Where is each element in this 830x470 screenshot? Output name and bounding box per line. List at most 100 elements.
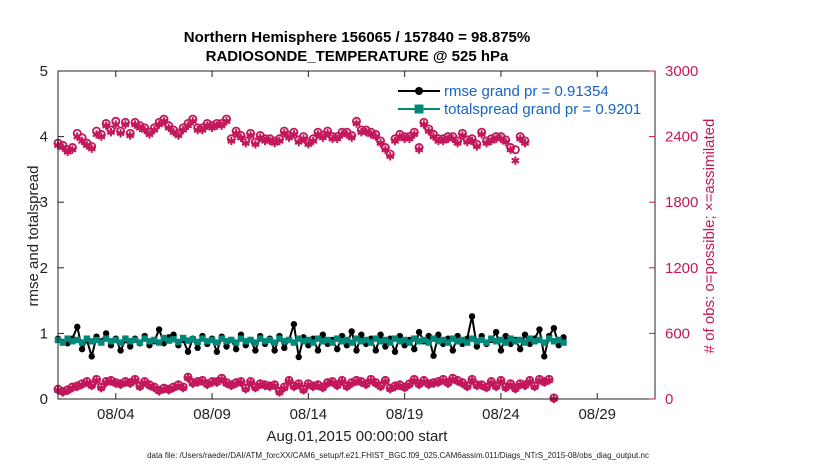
asterisk-stroke [439, 138, 448, 144]
asterisk-stroke [121, 121, 130, 128]
spread-point [131, 336, 139, 344]
rmse-point [396, 332, 404, 340]
asterisk-stroke [544, 377, 554, 384]
asterisk-stroke [294, 139, 303, 146]
assimilated-obs-point [294, 380, 303, 389]
asterisk-stroke [183, 375, 193, 382]
spread-point [208, 336, 216, 344]
asterisk-stroke [414, 381, 424, 388]
asterisk-stroke [381, 146, 390, 153]
asterisk-stroke [251, 141, 260, 148]
assimilated-obs-point [381, 377, 390, 386]
asterisk-stroke [376, 384, 385, 390]
assimilated-obs-point [140, 125, 149, 135]
spread-point [74, 336, 81, 344]
spread-point [507, 335, 514, 342]
assimilated-obs-point [299, 386, 308, 395]
asterisk-stroke [540, 379, 549, 386]
asterisk-stroke [212, 379, 222, 386]
spread-point [314, 335, 322, 342]
asterisk-stroke [496, 378, 506, 385]
rmse-point [497, 347, 505, 354]
assimilated-obs-point [410, 376, 419, 385]
asterisk-stroke [434, 379, 443, 386]
rmse-point [348, 328, 355, 335]
assimilated-obs-point [299, 134, 308, 143]
rmse-point [281, 344, 288, 352]
spread-point [107, 338, 115, 345]
rmse-point [334, 345, 341, 353]
assimilated-obs-point [174, 131, 183, 140]
y-axis-right-label: # of obs: o=possible; ×=assimilated [701, 119, 718, 354]
spread-point [531, 338, 538, 345]
spread-point [425, 339, 432, 346]
assimilated-obs-point [482, 383, 491, 393]
assimilated-obs-point [145, 130, 154, 139]
rmse-point [343, 342, 351, 349]
assimilated-obs-point [376, 382, 385, 392]
spread-point [189, 336, 197, 343]
spread-point [223, 338, 230, 345]
series-assimilated-low [53, 374, 559, 404]
rmse-point [425, 332, 432, 340]
assimilated-obs-point [520, 138, 530, 148]
assimilated-obs-point [361, 380, 371, 389]
spread-point [343, 336, 351, 344]
assimilated-obs-point [217, 121, 226, 130]
spread-point [545, 335, 553, 342]
asterisk-stroke [390, 138, 400, 144]
rmse-point [526, 340, 534, 348]
asterisk-stroke [472, 143, 482, 150]
assimilated-obs-point [419, 120, 429, 129]
asterisk-stroke [289, 384, 299, 390]
asterisk-stroke [477, 131, 486, 138]
rmse-point [88, 353, 95, 360]
spread-point [468, 335, 476, 342]
rmse-point [541, 353, 548, 360]
plot-border [57, 70, 656, 400]
asterisk-stroke [405, 135, 414, 142]
assimilated-obs-point [130, 376, 140, 385]
asterisk-stroke [463, 384, 472, 390]
assimilated-obs-point [246, 378, 255, 387]
asterisk-stroke [458, 132, 467, 139]
rmse-point [382, 343, 389, 350]
spread-point [488, 335, 495, 342]
asterisk-stroke [342, 384, 352, 390]
asterisk-stroke [102, 122, 111, 129]
rmse-point [353, 347, 360, 354]
asterisk-stroke [73, 384, 82, 390]
spread-point [334, 335, 341, 342]
assimilated-obs-point [179, 383, 188, 393]
spread-point [348, 339, 355, 346]
assimilated-obs-point [544, 376, 554, 385]
asterisk-stroke [241, 386, 250, 393]
rmse-point [194, 344, 201, 352]
spread-point [213, 339, 221, 346]
asterisk-stroke [63, 148, 72, 155]
asterisk-stroke [87, 145, 96, 152]
spread-point [449, 335, 456, 342]
assimilated-obs-point [280, 383, 289, 393]
asterisk-stroke [92, 377, 101, 384]
spread-point [411, 335, 418, 342]
spread-point [492, 338, 500, 345]
spread-point [228, 336, 235, 344]
assimilated-obs-point [58, 143, 67, 152]
rmse-point [521, 331, 529, 338]
asterisk-stroke [294, 381, 303, 388]
asterisk-stroke [304, 141, 313, 148]
data-marks [53, 114, 567, 404]
spread-point [420, 336, 428, 344]
asterisk-stroke [169, 385, 178, 392]
spread-point [295, 335, 302, 342]
rmse-point [213, 348, 221, 355]
assimilated-obs-point [183, 374, 193, 383]
assimilated-obs-point [352, 119, 361, 128]
asterisk-stroke [150, 127, 159, 134]
rmse-point [550, 324, 558, 332]
assimilated-obs-point [511, 156, 520, 165]
assimilated-obs-point [280, 129, 289, 138]
assimilated-obs-point [458, 131, 467, 140]
rmse-point [295, 353, 302, 361]
